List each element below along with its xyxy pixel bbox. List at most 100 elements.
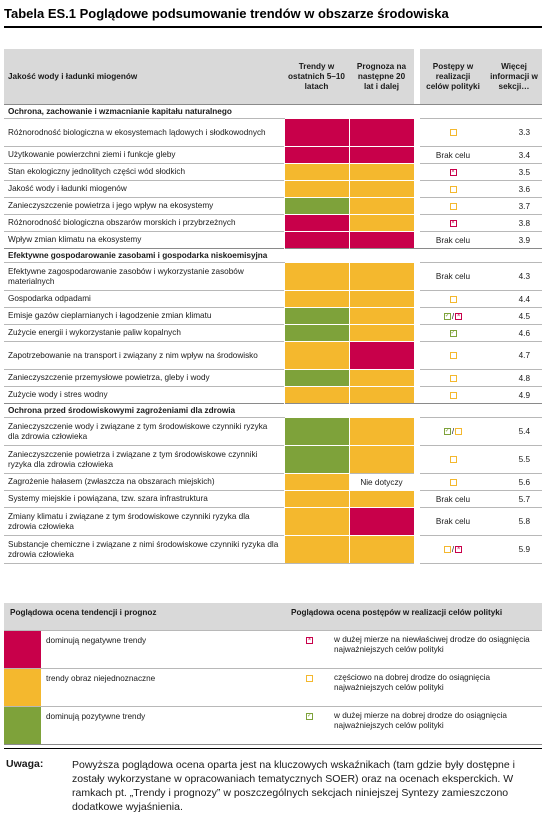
title-rule xyxy=(4,26,542,28)
table-row: Efektywne zagospodarowanie zasobów i wyk… xyxy=(4,262,542,291)
check-box-icon: ✓ xyxy=(443,428,451,436)
section-reference: 3.9 xyxy=(486,231,542,249)
row-label: Zagrożenie hałasem (zwłaszcza na obszara… xyxy=(4,473,284,491)
row-label: Efektywne zagospodarowanie zasobów i wyk… xyxy=(4,262,284,291)
section-reference: 3.6 xyxy=(486,180,542,198)
section-title: Efektywne gospodarowanie zasobami i gosp… xyxy=(4,248,542,263)
table-row: Zanieczyszczenie powietrza i jego wpływ … xyxy=(4,197,542,215)
row-label: Substancje chemiczne i związane z nimi ś… xyxy=(4,535,284,564)
table-header-row: Jakość wody i ładunki miogenów Trendy w … xyxy=(4,49,542,105)
section-reference: 5.6 xyxy=(486,473,542,491)
table-row: Zanieczyszczenie powietrza i związane z … xyxy=(4,445,542,474)
trend-cell xyxy=(283,369,349,387)
section-row: Ochrona, zachowanie i wzmacnianie kapita… xyxy=(4,104,542,119)
outlook-cell xyxy=(348,386,414,404)
section-title: Ochrona, zachowanie i wzmacnianie kapita… xyxy=(4,104,542,119)
legend-icon-wrap xyxy=(306,674,313,683)
note-heading: Uwaga: xyxy=(6,758,44,770)
progress-cell xyxy=(420,386,486,404)
outlook-cell xyxy=(348,118,414,147)
outlook-cell xyxy=(348,290,414,308)
trend-cell xyxy=(283,417,349,446)
progress-cell xyxy=(420,290,486,308)
header-gap xyxy=(414,49,420,105)
gap-cell xyxy=(414,163,420,181)
outlook-cell xyxy=(348,490,414,508)
outlook-cell xyxy=(348,369,414,387)
section-reference: 5.7 xyxy=(486,490,542,508)
separator: / xyxy=(451,427,455,437)
separator: / xyxy=(451,545,455,555)
table-row: Zagrożenie hałasem (zwłaszcza na obszara… xyxy=(4,473,542,491)
table-row: Substancje chemiczne i związane z nimi ś… xyxy=(4,535,542,564)
section-reference: 5.9 xyxy=(486,535,542,564)
row-label: Różnorodność biologiczna obszarów morski… xyxy=(4,214,284,232)
header-trend: Trendy w ostatnich 5–10 latach xyxy=(284,49,349,105)
check-box-icon: ✓ xyxy=(449,329,457,337)
outlook-cell xyxy=(348,180,414,198)
legend-header-trends: Poglądowa ocena tendencji i prognoz xyxy=(10,608,157,617)
section-reference: 4.8 xyxy=(486,369,542,387)
progress-cell: ✓ / × xyxy=(420,307,486,325)
legend-row: dominują pozytywne trendy ✓ w dużej mierze… xyxy=(4,706,542,745)
table-row: Stan ekologiczny jednolitych części wód … xyxy=(4,163,542,181)
progress-cell xyxy=(420,180,486,198)
row-label: Zużycie energii i wykorzystanie paliw ko… xyxy=(4,324,284,342)
empty-box-icon xyxy=(449,202,457,210)
outlook-cell: Nie dotyczy xyxy=(349,473,414,491)
empty-box-icon xyxy=(449,374,457,382)
gap-cell xyxy=(414,231,420,249)
header-progress: Postępy w realizacji celów polityki xyxy=(420,49,486,105)
check-box-icon: ✓ xyxy=(306,713,313,721)
progress-text: Brak celu xyxy=(435,494,471,504)
legend-icon-wrap: ✓ xyxy=(306,712,313,721)
table-row: Zapotrzebowanie na transport i związany … xyxy=(4,341,542,370)
section-reference: 4.7 xyxy=(486,341,542,370)
outlook-cell xyxy=(348,341,414,370)
row-label: Zanieczyszczenie wody i związane z tym ś… xyxy=(4,417,284,446)
progress-cell: × xyxy=(420,214,486,232)
gap-cell xyxy=(414,369,420,387)
row-label: Różnorodność biologiczna w ekosystemach … xyxy=(4,118,284,147)
header-more-info: Więcej informacji w sekcji… xyxy=(486,49,542,105)
progress-cell: Brak celu xyxy=(420,262,486,291)
trend-cell xyxy=(283,214,349,232)
progress-text: Brak celu xyxy=(435,235,471,245)
section-row: Efektywne gospodarowanie zasobami i gosp… xyxy=(4,248,542,263)
legend-progress-text: częściowo na dobrej drodze do osiągnięci… xyxy=(334,673,491,692)
progress-cell xyxy=(420,197,486,215)
outlook-cell xyxy=(348,445,414,474)
progress-cell: × xyxy=(420,163,486,181)
gap-cell xyxy=(414,197,420,215)
empty-box-icon xyxy=(449,391,457,399)
trend-cell xyxy=(283,118,349,147)
section-reference: 5.8 xyxy=(486,507,542,536)
gap-cell xyxy=(414,490,420,508)
progress-cell: ✓ xyxy=(420,324,486,342)
empty-box-icon xyxy=(449,352,457,360)
table-row: Zanieczyszczenie wody i związane z tym ś… xyxy=(4,417,542,446)
outlook-cell xyxy=(348,214,414,232)
gap-cell xyxy=(414,290,420,308)
row-label: Zapotrzebowanie na transport i związany … xyxy=(4,341,284,370)
note-text: Powyższa poglądowa ocena oparta jest na … xyxy=(72,759,515,813)
row-label: Wpływ zmian klimatu na ekosystemy xyxy=(4,231,284,249)
check-box-icon: ✓ xyxy=(443,312,451,320)
cross-box-icon: × xyxy=(449,168,457,176)
trend-cell xyxy=(283,180,349,198)
section-reference: 4.9 xyxy=(486,386,542,404)
legend-swatch xyxy=(4,707,41,744)
row-label: Użytkowanie powierzchni ziemi i funkcje … xyxy=(4,146,284,164)
gap-cell xyxy=(414,324,420,342)
outlook-cell xyxy=(348,163,414,181)
table-row: Różnorodność biologiczna obszarów morski… xyxy=(4,214,542,232)
gap-cell xyxy=(414,341,420,370)
gap-cell xyxy=(414,146,420,164)
trend-cell xyxy=(283,307,349,325)
empty-box-icon xyxy=(449,478,457,486)
table-row: Emisje gazów cieplarnianych i łagodzenie… xyxy=(4,307,542,325)
legend-icon-wrap: × xyxy=(306,636,313,645)
row-label: Zużycie wody i stres wodny xyxy=(4,386,284,404)
section-reference: 4.5 xyxy=(486,307,542,325)
table-row: Zanieczyszczenie przemysłowe powietrza, … xyxy=(4,369,542,387)
